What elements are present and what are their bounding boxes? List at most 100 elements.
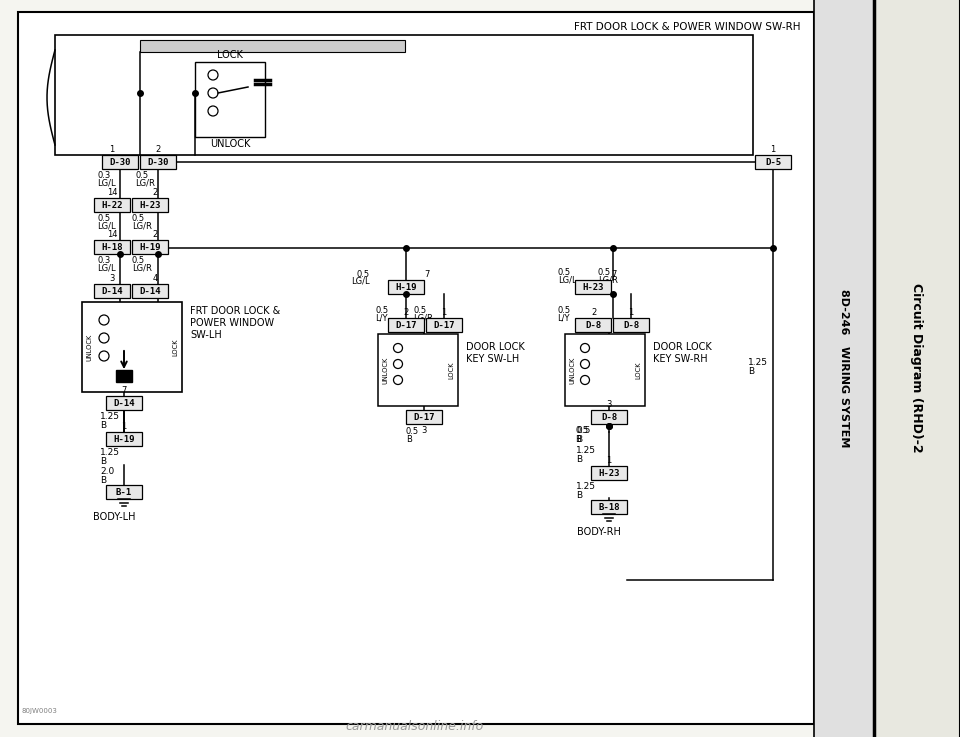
Text: 0.3: 0.3	[97, 171, 110, 180]
Bar	[106, 432, 142, 446]
Text: 0.5: 0.5	[375, 306, 388, 315]
Text: LG/L: LG/L	[351, 276, 370, 285]
Text: B: B	[576, 491, 582, 500]
Text: B: B	[100, 421, 107, 430]
Text: BODY-LH: BODY-LH	[93, 512, 135, 522]
Text: 0.5: 0.5	[413, 306, 426, 315]
Bar	[94, 284, 130, 298]
Text: B: B	[576, 435, 582, 444]
Bar	[591, 500, 627, 514]
Bar	[94, 240, 130, 254]
Text: 0.5: 0.5	[557, 306, 570, 315]
Text: B: B	[748, 367, 755, 376]
Bar	[132, 284, 168, 298]
Text: B: B	[576, 455, 582, 464]
Text: 0.5: 0.5	[558, 268, 571, 277]
Text: 2: 2	[591, 308, 596, 317]
Text: 1: 1	[121, 422, 127, 431]
Text: 0.5: 0.5	[357, 270, 370, 279]
Text: POWER WINDOW: POWER WINDOW	[190, 318, 275, 328]
Text: B: B	[406, 435, 412, 444]
Text: 80JW0003: 80JW0003	[22, 708, 58, 714]
Text: D-17: D-17	[413, 413, 435, 422]
Bar	[140, 40, 405, 52]
Text: 0.5: 0.5	[132, 256, 145, 265]
Text: 1.25: 1.25	[100, 412, 120, 421]
Text: H-19: H-19	[396, 282, 417, 292]
Text: 0.3: 0.3	[97, 256, 110, 265]
Text: LG/R: LG/R	[598, 275, 618, 284]
Text: 2: 2	[153, 188, 157, 197]
Bar	[388, 280, 424, 294]
Text: 0.5: 0.5	[598, 268, 612, 277]
Bar	[55, 35, 753, 155]
Text: 1: 1	[629, 308, 634, 317]
Text: 0.5: 0.5	[132, 214, 145, 223]
Text: BODY-RH: BODY-RH	[577, 527, 621, 537]
Text: 3: 3	[607, 400, 612, 409]
Bar	[82, 302, 182, 392]
Bar	[814, 0, 874, 737]
Text: SW-LH: SW-LH	[190, 330, 222, 340]
Bar	[406, 410, 442, 424]
Bar	[591, 410, 627, 424]
Text: D-8: D-8	[585, 321, 601, 329]
Text: LG/R: LG/R	[413, 313, 433, 322]
Bar	[388, 318, 424, 332]
Text: 0.5: 0.5	[575, 426, 588, 435]
Text: 0.5: 0.5	[97, 214, 110, 223]
Text: L/Y: L/Y	[375, 313, 388, 322]
Text: D-14: D-14	[139, 287, 160, 296]
Bar	[755, 155, 791, 169]
Bar	[94, 198, 130, 212]
Text: UNLOCK: UNLOCK	[382, 357, 388, 384]
Text: 4: 4	[153, 274, 157, 283]
Text: 1.25: 1.25	[100, 448, 120, 457]
Text: LG/R: LG/R	[132, 263, 152, 272]
Text: 1: 1	[442, 308, 446, 317]
Text: UNLOCK: UNLOCK	[86, 333, 92, 360]
Text: LOCK: LOCK	[172, 338, 178, 356]
Text: H-18: H-18	[101, 242, 123, 251]
Bar	[195, 62, 265, 137]
Text: LG/L: LG/L	[97, 263, 115, 272]
Text: B: B	[100, 457, 107, 466]
Bar	[426, 318, 462, 332]
Text: KEY SW-LH: KEY SW-LH	[466, 354, 519, 364]
Text: FRT DOOR LOCK & POWER WINDOW SW-RH: FRT DOOR LOCK & POWER WINDOW SW-RH	[573, 22, 800, 32]
Text: UNLOCK: UNLOCK	[210, 139, 251, 149]
Text: B-1: B-1	[116, 487, 132, 497]
Text: LOCK: LOCK	[217, 50, 243, 60]
Text: 14: 14	[107, 230, 117, 239]
Text: 2.0: 2.0	[100, 467, 114, 476]
Text: LG/L: LG/L	[558, 275, 577, 284]
Text: 7: 7	[121, 386, 127, 395]
Text: L/Y: L/Y	[557, 313, 569, 322]
Text: 1.25: 1.25	[576, 482, 596, 491]
Text: LG/L: LG/L	[97, 221, 115, 230]
Bar	[874, 0, 960, 737]
Text: 7: 7	[612, 270, 616, 279]
Text: 3: 3	[109, 274, 114, 283]
Text: D-17: D-17	[433, 321, 455, 329]
Text: LOCK: LOCK	[448, 361, 454, 379]
Bar	[613, 318, 649, 332]
Text: 14: 14	[107, 188, 117, 197]
Text: 1.25: 1.25	[748, 358, 768, 367]
Text: 0.5: 0.5	[406, 427, 420, 436]
Text: D-30: D-30	[109, 158, 131, 167]
Bar	[591, 466, 627, 480]
Text: H-22: H-22	[101, 200, 123, 209]
Bar	[140, 155, 176, 169]
Text: DOOR LOCK: DOOR LOCK	[466, 342, 525, 352]
Text: H-19: H-19	[113, 435, 134, 444]
Bar	[106, 396, 142, 410]
Text: 2: 2	[153, 230, 157, 239]
Bar	[575, 280, 611, 294]
Text: B: B	[100, 476, 107, 485]
Text: 1: 1	[607, 456, 612, 465]
Text: LG/R: LG/R	[135, 178, 155, 187]
Text: FRT DOOR LOCK &: FRT DOOR LOCK &	[190, 306, 280, 316]
Bar	[565, 334, 645, 406]
Text: 2: 2	[156, 145, 160, 154]
